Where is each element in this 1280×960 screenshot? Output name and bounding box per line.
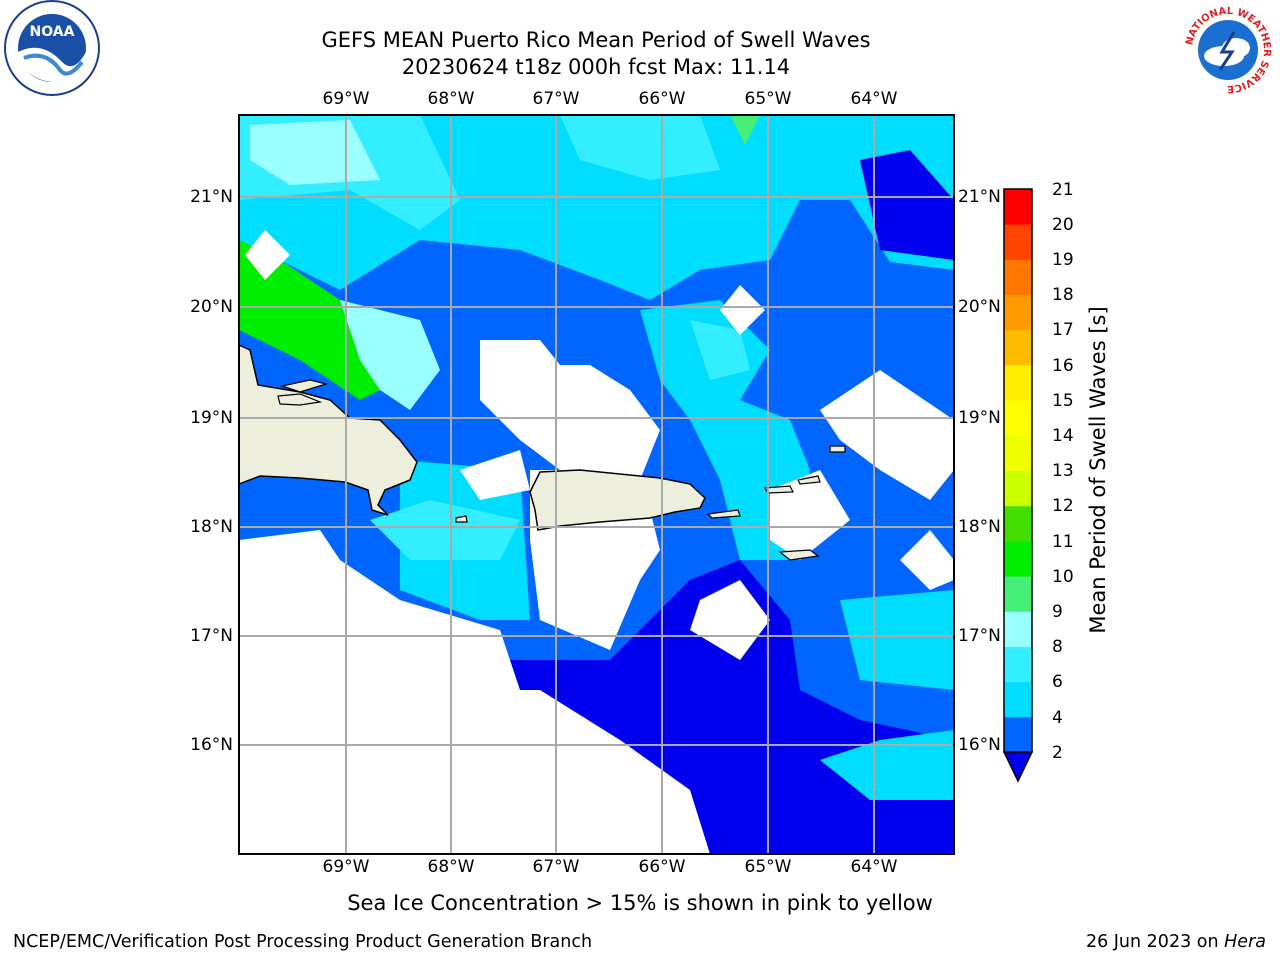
- colorbar-tick: 17: [1052, 320, 1074, 340]
- map-frame: [238, 114, 955, 855]
- colorbar-tick: 6: [1052, 672, 1063, 692]
- colorbar-band: [1004, 329, 1032, 366]
- footer-date: 26 Jun 2023 on Hera: [1086, 932, 1266, 952]
- colorbar-band: [1004, 646, 1032, 683]
- colorbar-tick: 18: [1052, 285, 1074, 305]
- colorbar-band: [1004, 470, 1032, 507]
- colorbar-band: [1004, 435, 1032, 471]
- colorbar-band: [1004, 716, 1032, 753]
- colorbar-tick: 9: [1052, 602, 1063, 622]
- colorbar-band: [1004, 611, 1032, 647]
- colorbar-band: [1004, 400, 1032, 436]
- lon-label-bottom: 66°W: [638, 857, 686, 877]
- colorbar-band: [1004, 364, 1032, 401]
- lat-label-left: 21°N: [190, 187, 233, 207]
- sea-ice-note: Sea Ice Concentration > 15% is shown in …: [347, 891, 933, 915]
- lon-label-top: 67°W: [532, 89, 580, 109]
- lon-label-bottom: 67°W: [532, 857, 580, 877]
- lon-label-top: 65°W: [744, 89, 792, 109]
- colorbar-tick: 10: [1052, 567, 1074, 587]
- colorbar-tick: 12: [1052, 496, 1074, 516]
- colorbar-band: [1004, 259, 1032, 296]
- colorbar-tick: 21: [1052, 180, 1074, 200]
- colorbar-tick: 4: [1052, 708, 1063, 728]
- nws-logo: NATIONAL WEATHER SERVICE: [1182, 4, 1274, 96]
- map-subtitle: 20230624 t18z 000h fcst Max: 11.14: [401, 55, 791, 79]
- noaa-logo: NOAA: [4, 0, 100, 96]
- graticule: [239, 115, 954, 854]
- map-title: GEFS MEAN Puerto Rico Mean Period of Swe…: [321, 28, 871, 52]
- colorbar-tick: 14: [1052, 426, 1074, 446]
- lon-label-top: 66°W: [638, 89, 686, 109]
- colorbar-tick: 8: [1052, 637, 1063, 657]
- colorbar-under-arrow: [1002, 751, 1034, 783]
- lat-label-right: 17°N: [958, 626, 1001, 646]
- colorbar-band: [1004, 505, 1032, 542]
- lat-label-left: 16°N: [190, 735, 233, 755]
- svg-text:NOAA: NOAA: [30, 24, 75, 40]
- lon-label-top: 64°W: [850, 89, 898, 109]
- colorbar-tick: 16: [1052, 356, 1074, 376]
- colorbar-tick: 11: [1052, 532, 1074, 552]
- colorbar: [1002, 188, 1034, 783]
- colorbar-band: [1004, 189, 1032, 225]
- lon-label-bottom: 69°W: [322, 857, 370, 877]
- colorbar-band: [1004, 681, 1032, 718]
- colorbar-tick: 13: [1052, 461, 1074, 481]
- colorbar-tick: 20: [1052, 215, 1074, 235]
- lon-label-top: 68°W: [427, 89, 475, 109]
- colorbar-band: [1004, 576, 1032, 612]
- lon-label-bottom: 64°W: [850, 857, 898, 877]
- footer-system: Hera: [1224, 932, 1266, 952]
- colorbar-frame: [1003, 188, 1033, 753]
- footer-date-text: 26 Jun 2023 on: [1085, 932, 1225, 952]
- colorbar-tick: 19: [1052, 250, 1074, 270]
- lat-label-right: 20°N: [958, 297, 1001, 317]
- colorbar-band: [1004, 224, 1032, 260]
- lon-label-bottom: 65°W: [744, 857, 792, 877]
- lat-label-right: 19°N: [958, 408, 1001, 428]
- footer-credit: NCEP/EMC/Verification Post Processing Pr…: [13, 932, 593, 952]
- lat-label-left: 17°N: [190, 626, 233, 646]
- lat-label-right: 21°N: [958, 187, 1001, 207]
- lon-label-top: 69°W: [322, 89, 370, 109]
- lat-label-left: 19°N: [190, 408, 233, 428]
- colorbar-tick: 15: [1052, 391, 1074, 411]
- lat-label-right: 18°N: [958, 517, 1001, 537]
- colorbar-band: [1004, 294, 1032, 331]
- colorbar-band: [1004, 540, 1032, 577]
- contour-layer: [239, 115, 954, 854]
- colorbar-label: Mean Period of Swell Waves [s]: [1086, 306, 1110, 634]
- lat-label-right: 16°N: [958, 735, 1001, 755]
- colorbar-tick: 2: [1052, 743, 1063, 763]
- lat-label-left: 20°N: [190, 297, 233, 317]
- lon-label-bottom: 68°W: [427, 857, 475, 877]
- lat-label-left: 18°N: [190, 517, 233, 537]
